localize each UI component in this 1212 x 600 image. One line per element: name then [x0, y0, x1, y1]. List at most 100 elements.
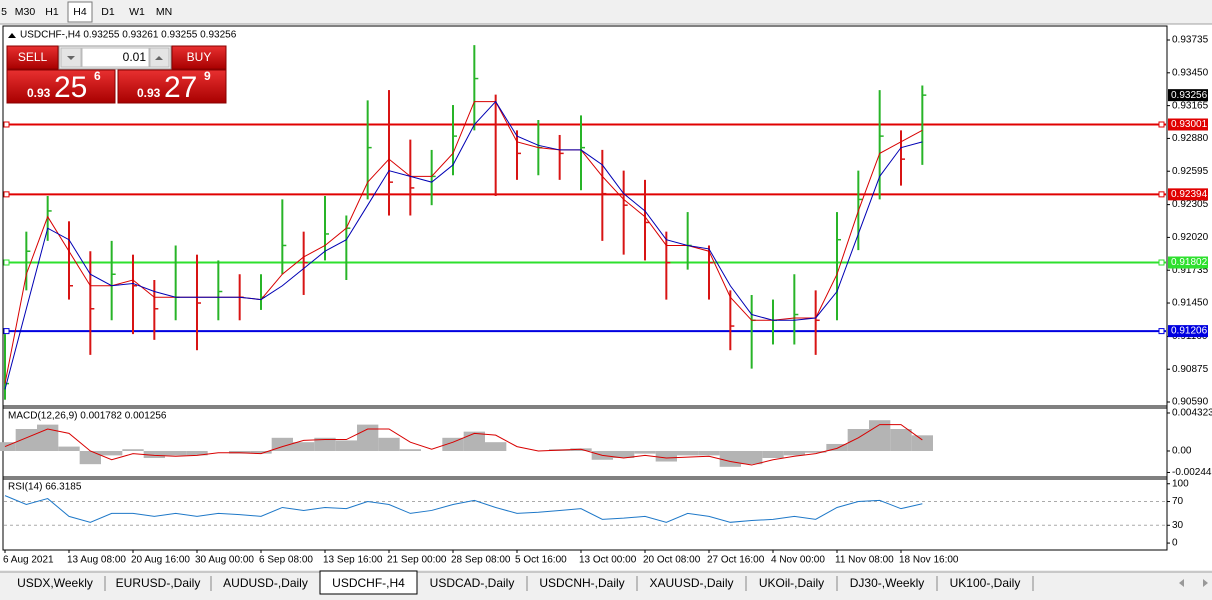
tab[interactable]: USDX,Weekly — [17, 576, 93, 590]
macd-bar — [0, 442, 16, 451]
sell-label[interactable]: SELL — [18, 50, 48, 64]
macd-bar — [613, 450, 635, 459]
buy-label[interactable]: BUY — [187, 50, 212, 64]
macd-bar — [783, 450, 805, 456]
x-tick-label: 13 Oct 00:00 — [579, 555, 637, 566]
tab[interactable]: USDCAD-,Daily — [430, 576, 515, 590]
macd-bar — [485, 442, 507, 451]
timeframe-button[interactable]: W1 — [129, 6, 145, 18]
level-handle — [3, 191, 10, 198]
buy-price-main: 27 — [164, 71, 197, 104]
tab[interactable]: EURUSD-,Daily — [116, 576, 201, 590]
x-tick-label: 6 Sep 08:00 — [259, 555, 313, 566]
macd-bar — [314, 437, 336, 451]
timeframe-button[interactable]: MN — [156, 6, 172, 18]
macd-bar — [698, 450, 720, 456]
macd-bar — [58, 446, 80, 451]
timeframe-button[interactable]: M30 — [15, 6, 36, 18]
x-tick-label: 20 Oct 08:00 — [643, 555, 701, 566]
y-tick-label: 0.91735 — [1172, 265, 1209, 276]
y-tick-label: 0.93450 — [1172, 67, 1209, 78]
macd-bar — [890, 429, 912, 451]
macd-signal — [4, 424, 923, 466]
tab[interactable]: AUDUSD-,Daily — [223, 576, 308, 590]
x-tick-label: 30 Aug 00:00 — [195, 555, 254, 566]
macd-bar — [165, 450, 187, 456]
current-price-bg — [1168, 89, 1208, 102]
macd-bar — [463, 431, 485, 451]
x-tick-label: 13 Sep 16:00 — [323, 555, 383, 566]
y-tick-label: 0.92880 — [1172, 133, 1209, 144]
y-tick-label: 0.90590 — [1172, 397, 1209, 408]
macd-bar — [826, 443, 848, 451]
current-price-label: 0.93256 — [1171, 90, 1208, 101]
y-tick-label: 0.93735 — [1172, 35, 1209, 46]
level-handle — [1158, 328, 1165, 335]
buy-price-box[interactable] — [117, 69, 227, 104]
level-handle — [3, 328, 10, 335]
level-label-bg — [1168, 325, 1208, 338]
rsi-line — [4, 495, 923, 523]
level-label: 0.91206 — [1171, 326, 1208, 337]
y-tick-label: 100 — [1172, 478, 1189, 489]
scroll-left[interactable] — [1179, 579, 1184, 587]
x-tick-label: 5 Oct 16:00 — [515, 555, 567, 566]
tab[interactable]: UK100-,Daily — [950, 576, 1021, 590]
macd-bar — [15, 429, 37, 451]
y-tick-label: 70 — [1172, 496, 1184, 507]
macd-bar — [847, 429, 869, 451]
toolbar — [0, 0, 1212, 24]
lot-input[interactable] — [81, 47, 150, 68]
macd-bar — [378, 437, 400, 451]
tab[interactable]: XAUUSD-,Daily — [649, 576, 733, 590]
y-tick-label: 0.004323 — [1172, 408, 1212, 419]
macd-bar — [399, 449, 421, 451]
tab[interactable]: DJ30-,Weekly — [850, 576, 924, 590]
scroll-right[interactable] — [1203, 579, 1208, 587]
timeframe-button[interactable]: D1 — [101, 6, 115, 18]
timeframe-button[interactable]: H4 — [73, 6, 87, 18]
macd-bar — [677, 450, 699, 456]
x-tick-label: 4 Nov 00:00 — [771, 555, 825, 566]
x-tick-label: 6 Aug 2021 — [3, 555, 54, 566]
x-tick-label: 28 Sep 08:00 — [451, 555, 511, 566]
tab[interactable]: USDCHF-,H4 — [332, 576, 405, 590]
macd-bar — [442, 437, 464, 451]
buy-price-big: 0.93 — [137, 86, 161, 100]
buy-button[interactable] — [171, 45, 227, 70]
macd-bar — [122, 449, 144, 451]
tab[interactable]: USDCNH-,Daily — [539, 576, 624, 590]
macd-bar — [911, 435, 933, 451]
y-tick-label: 0.91450 — [1172, 298, 1209, 309]
macd-bar — [79, 450, 101, 465]
macd-bar — [101, 450, 123, 456]
level-handle — [1158, 121, 1165, 128]
sell-price-small: 6 — [94, 69, 101, 83]
macd-bar — [143, 450, 165, 459]
sell-button[interactable] — [6, 45, 59, 70]
macd-bar — [741, 450, 763, 465]
sell-price-big: 0.93 — [27, 86, 51, 100]
timeframe-button[interactable]: H1 — [45, 6, 59, 18]
timeframe-bar: 5 M30 H1 H4 D1 W1 MN — [1, 1, 172, 23]
macd-bar — [293, 442, 315, 451]
level-handle — [1158, 191, 1165, 198]
level-label-bg — [1168, 256, 1208, 269]
x-tick-label: 18 Nov 16:00 — [899, 555, 959, 566]
timeframe-button[interactable]: 5 — [1, 6, 7, 18]
tabs: USDX,Weekly EURUSD-,Daily AUDUSD-,Daily USD… — [17, 570, 1034, 595]
macd-bar — [250, 450, 272, 454]
moving-average — [4, 100, 923, 390]
y-tick-label: 0 — [1172, 538, 1178, 549]
buy-price-small: 9 — [204, 69, 211, 83]
macd-title: MACD(12,26,9) 0.001782 0.001256 — [8, 411, 167, 422]
tab-bar — [0, 570, 1212, 600]
lot-value[interactable]: 0.01 — [123, 50, 147, 64]
x-tick-label: 11 Nov 08:00 — [835, 555, 894, 566]
tab[interactable]: UKOil-,Daily — [759, 576, 824, 590]
up-arrow — [155, 56, 163, 60]
collapse-icon[interactable] — [8, 33, 16, 38]
macd-bar — [655, 450, 677, 462]
sell-price-box[interactable] — [6, 69, 116, 104]
